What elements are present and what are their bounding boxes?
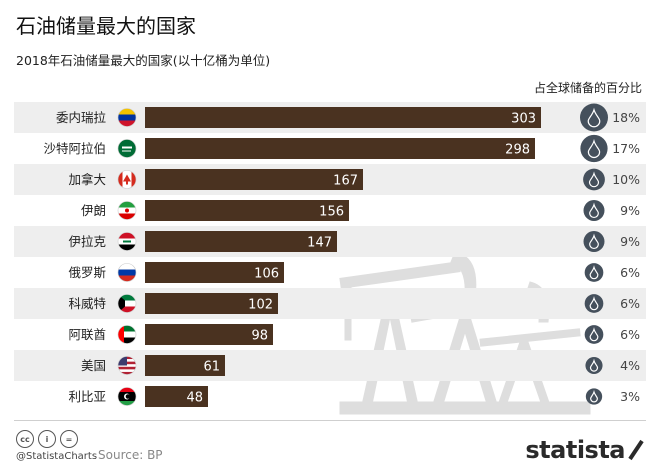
oil-drop-icon	[585, 388, 603, 405]
country-label: 科威特	[68, 296, 106, 311]
drop-outline	[589, 358, 599, 372]
country-label: 利比亚	[68, 389, 106, 404]
share-label: 10%	[612, 172, 640, 187]
country-label: 伊朗	[81, 203, 106, 218]
drop-outline	[590, 389, 598, 403]
country-label: 加拿大	[68, 172, 106, 187]
share-label: 17%	[612, 141, 640, 156]
chart-subtitle: 2018年石油储量最大的国家(以十亿桶为单位)	[16, 53, 271, 68]
twitter-handle[interactable]: @StatistaCharts	[16, 451, 98, 462]
table-row: 加拿大 167 10%	[14, 164, 646, 195]
no-derivatives-icon[interactable]: =	[60, 430, 78, 448]
country-label: 伊拉克	[68, 234, 106, 249]
oil-drop-icon	[584, 263, 604, 282]
table-row: 阿联酋 98 6%	[68, 324, 640, 345]
oil-drop-icon	[584, 325, 604, 344]
statista-logo[interactable]: statista	[525, 436, 644, 464]
cc-icon[interactable]: cc	[16, 430, 34, 448]
table-row: 伊拉克 147 9%	[14, 226, 646, 257]
country-label: 沙特阿拉伯	[43, 141, 106, 156]
drop-outline	[589, 233, 599, 250]
page-title: 石油储量最大的国家	[16, 14, 196, 38]
share-label: 3%	[620, 389, 640, 404]
libya-flag	[117, 387, 137, 406]
share-label: 9%	[620, 234, 640, 249]
share-label: 6%	[620, 296, 640, 311]
drop-outline	[587, 138, 601, 158]
oil-drop-icon	[580, 134, 608, 163]
table-row: 美国 61 4%	[14, 350, 646, 381]
oil-drop-icon	[585, 356, 603, 375]
bar-value-label: 167	[333, 174, 358, 189]
oil-drop-icon	[583, 231, 605, 252]
iran-flag	[117, 201, 137, 220]
uae-flag	[117, 325, 137, 344]
bar-value-label: 48	[186, 391, 203, 406]
bar-value-label: 61	[203, 360, 220, 375]
oil-drop-icon	[583, 200, 605, 221]
bar[interactable]	[145, 107, 541, 128]
bar-value-label: 147	[307, 236, 332, 251]
iraq-flag	[117, 232, 137, 251]
bar-chart: 委内瑞拉 303 18%沙特阿拉伯 298 17%加拿大 167 10%伊朗 156 9%伊拉克…	[14, 102, 646, 415]
oil-drop-icon	[583, 168, 605, 191]
attribution-icon[interactable]: i	[38, 430, 56, 448]
license-icons: cc i =	[16, 430, 78, 448]
table-row: 伊朗 156 9%	[81, 200, 640, 221]
row-background	[14, 350, 646, 381]
bar[interactable]	[145, 293, 278, 314]
drop-outline	[589, 296, 599, 311]
bar[interactable]	[145, 169, 363, 190]
drop-outline	[588, 171, 600, 188]
drop-outline	[589, 327, 599, 342]
russia-flag	[117, 263, 137, 282]
saudi-arabia-flag	[117, 139, 137, 158]
kuwait-flag	[117, 294, 137, 313]
table-row: 利比亚 48 3%	[68, 386, 640, 407]
share-label: 6%	[620, 265, 640, 280]
row-background	[14, 288, 646, 319]
footer-divider	[14, 420, 646, 421]
share-label: 18%	[612, 110, 640, 125]
country-label: 委内瑞拉	[56, 110, 107, 125]
bar-value-label: 102	[248, 298, 273, 313]
table-row: 俄罗斯 106 6%	[68, 262, 640, 283]
drop-outline	[589, 202, 599, 219]
usa-flag	[117, 356, 137, 375]
oil-drop-icon	[580, 103, 608, 132]
bar[interactable]	[145, 200, 349, 221]
statista-logo-text: statista	[525, 436, 625, 464]
share-column-header: 占全球储备的百分比	[533, 81, 642, 95]
bar-value-label: 303	[511, 112, 536, 127]
bar[interactable]	[145, 355, 225, 376]
bar-value-label: 156	[319, 205, 344, 220]
source-note: Source: BP	[98, 448, 163, 462]
table-row: 沙特阿拉伯 298 17%	[43, 134, 640, 163]
bar[interactable]	[145, 324, 273, 345]
bar[interactable]	[145, 231, 337, 252]
oil-drop-icon	[584, 294, 604, 313]
bar[interactable]	[145, 386, 208, 407]
chart-area: 委内瑞拉 303 18% 沙特阿拉伯 298 17% 加拿大 167 10% 伊朗 156 9% 伊拉克…	[0, 102, 660, 415]
bar-value-label: 98	[251, 329, 268, 344]
share-label: 4%	[620, 358, 640, 373]
country-label: 俄罗斯	[68, 265, 106, 280]
share-label: 9%	[620, 203, 640, 218]
country-label: 阿联酋	[68, 327, 106, 342]
bar[interactable]	[145, 262, 284, 283]
drop-outline	[587, 107, 601, 128]
bar-value-label: 298	[505, 143, 530, 158]
statista-logo-mark-icon	[628, 439, 644, 461]
bar[interactable]	[145, 138, 535, 159]
drop-outline	[589, 265, 599, 280]
country-label: 美国	[81, 358, 106, 373]
bar-value-label: 106	[254, 267, 279, 282]
oil-pump-illustration	[339, 251, 591, 415]
table-row: 委内瑞拉 303 18%	[14, 102, 646, 133]
canada-flag	[117, 170, 137, 189]
share-label: 6%	[620, 327, 640, 342]
venezuela-flag	[117, 108, 137, 127]
table-row: 科威特 102 6%	[14, 288, 646, 319]
